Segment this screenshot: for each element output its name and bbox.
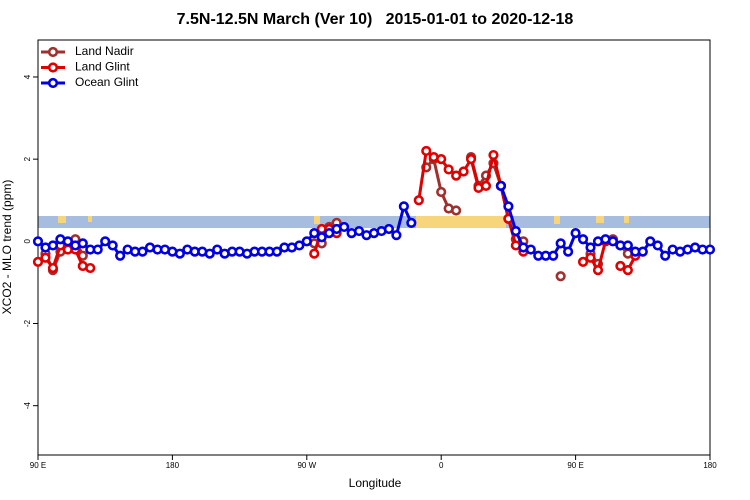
point — [40, 252, 51, 263]
point — [383, 223, 395, 235]
point — [555, 238, 566, 249]
point — [301, 236, 312, 247]
point — [107, 240, 118, 251]
point — [391, 230, 402, 241]
point — [406, 217, 417, 228]
ocean-band — [38, 216, 710, 228]
point — [421, 145, 432, 157]
point — [436, 186, 447, 198]
point — [510, 225, 521, 237]
legend-label: Land Glint — [75, 60, 130, 74]
point — [451, 205, 462, 216]
point — [115, 250, 126, 261]
land-band — [416, 216, 506, 228]
point — [592, 264, 604, 276]
y-tick-label: -2 — [23, 319, 32, 327]
point — [607, 236, 619, 247]
point — [503, 201, 514, 212]
x-tick-label: 90 W — [297, 461, 316, 470]
legend-marker — [47, 62, 59, 73]
legend-marker — [47, 46, 59, 58]
land-band — [314, 216, 320, 224]
point — [174, 248, 185, 259]
x-tick-label: 180 — [703, 461, 717, 470]
land-band — [596, 216, 604, 223]
point — [353, 225, 365, 237]
point — [436, 154, 447, 165]
point — [92, 244, 103, 255]
point — [570, 228, 581, 239]
point — [443, 164, 454, 175]
point — [309, 228, 320, 239]
plot-frame — [37, 39, 711, 456]
point — [637, 246, 648, 257]
point — [577, 256, 589, 267]
point — [324, 228, 335, 239]
point — [137, 246, 148, 257]
point — [488, 149, 499, 161]
point — [465, 154, 477, 165]
y-tick-label: 0 — [23, 239, 32, 244]
point — [47, 262, 59, 274]
point — [32, 256, 44, 267]
point — [77, 238, 88, 249]
x-tick-label: 0 — [439, 461, 444, 470]
x-tick-label: 180 — [166, 461, 180, 470]
point — [577, 234, 589, 245]
y-tick-label: 4 — [23, 74, 32, 79]
point — [204, 248, 215, 259]
point — [652, 240, 663, 251]
surface-mask — [38, 216, 710, 228]
x-tick-label: 90 E — [30, 461, 46, 470]
point — [645, 236, 656, 247]
point — [548, 250, 559, 261]
legend-label: Land Nadir — [75, 44, 134, 58]
point — [339, 221, 350, 233]
land-band — [58, 216, 66, 223]
x-tick-label: 90 E — [567, 461, 583, 470]
point — [212, 244, 223, 255]
point — [62, 236, 73, 247]
y-axis-label: XCO2 - MLO trend (ppm) — [0, 180, 14, 315]
point — [480, 180, 492, 191]
y-tick-label: -4 — [23, 402, 32, 410]
point — [622, 264, 633, 276]
point — [458, 166, 469, 177]
point — [451, 170, 462, 181]
point — [316, 232, 327, 243]
land-band — [88, 216, 92, 222]
point — [660, 250, 671, 261]
point — [495, 180, 507, 191]
land-band — [624, 216, 629, 223]
x-axis-label: Longitude — [349, 476, 402, 490]
land-band — [554, 216, 560, 224]
point — [555, 271, 566, 282]
point — [585, 242, 596, 253]
point — [32, 236, 44, 247]
point — [309, 248, 320, 259]
point — [47, 240, 59, 251]
point — [398, 201, 409, 212]
point — [525, 244, 536, 255]
point — [622, 240, 633, 251]
point — [585, 252, 596, 263]
legend-label: Ocean Glint — [75, 75, 139, 89]
point — [294, 240, 305, 251]
point — [413, 195, 424, 206]
point — [615, 260, 626, 272]
point — [100, 236, 111, 247]
chart-title: 7.5N-12.5N March (Ver 10) 2015-01-01 to … — [177, 11, 574, 28]
point — [85, 262, 96, 274]
point — [704, 244, 716, 255]
y-tick-label: 2 — [23, 156, 32, 161]
legend-marker — [47, 77, 59, 89]
point — [271, 246, 283, 257]
point — [563, 246, 574, 257]
